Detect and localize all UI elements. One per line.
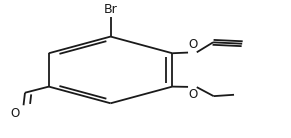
- Text: O: O: [189, 88, 198, 101]
- Text: O: O: [11, 107, 20, 120]
- Text: O: O: [189, 39, 198, 51]
- Text: Br: Br: [104, 3, 118, 16]
